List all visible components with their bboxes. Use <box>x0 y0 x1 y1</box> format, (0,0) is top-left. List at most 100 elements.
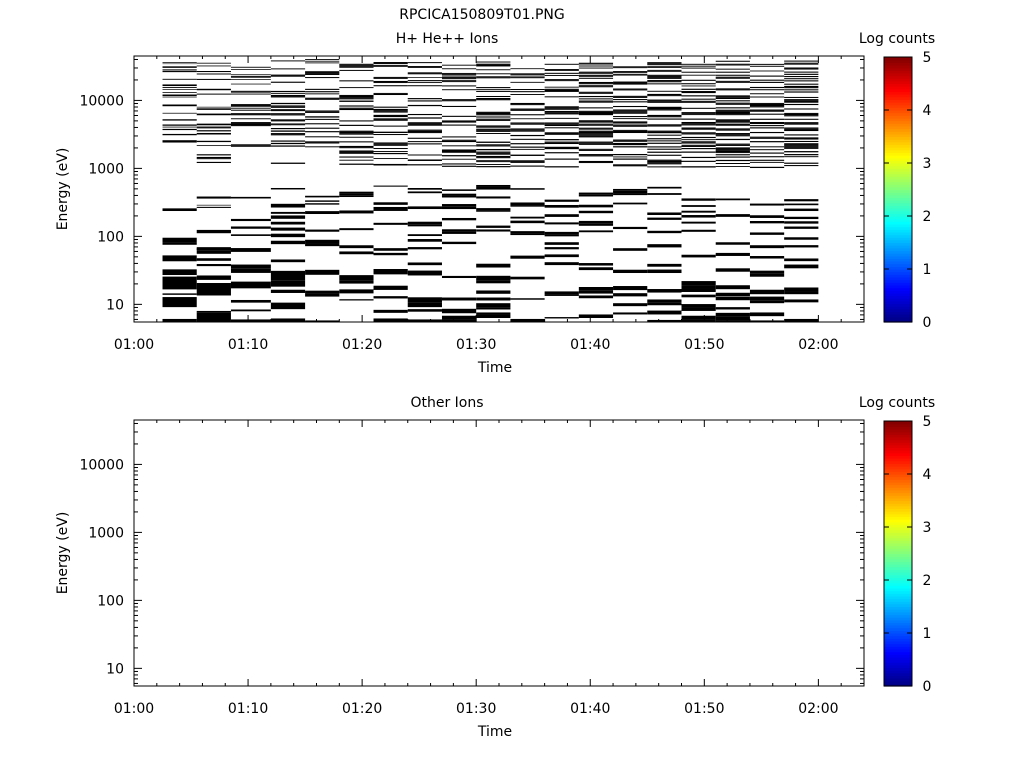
heatmap-cell <box>613 99 648 101</box>
heatmap-cell <box>510 161 545 163</box>
heatmap-cell <box>476 73 511 75</box>
heatmap-cell <box>749 256 785 259</box>
colorbar-swatch <box>884 545 912 549</box>
colorbar-swatch <box>884 147 912 151</box>
heatmap-cell <box>578 62 614 64</box>
heatmap-cell <box>578 142 614 144</box>
heatmap-cell <box>715 159 750 162</box>
heatmap-cell <box>749 161 785 163</box>
heatmap-cell <box>715 89 750 91</box>
heatmap-cell <box>476 290 511 294</box>
colorbar-swatch <box>884 70 912 74</box>
heatmap-cell <box>162 78 197 80</box>
heatmap-cell <box>544 262 579 266</box>
colorbar-swatch <box>884 123 912 127</box>
heatmap-cell <box>407 124 442 126</box>
heatmap-cell <box>681 144 716 146</box>
heatmap-cell <box>441 100 477 102</box>
heatmap-cell <box>681 88 716 90</box>
heatmap-cell <box>715 114 750 116</box>
heatmap-cell <box>476 196 511 199</box>
heatmap-cell <box>476 157 511 159</box>
colorbar-swatch <box>884 516 912 520</box>
heatmap-cell <box>544 142 579 145</box>
colorbar-swatch <box>884 176 912 180</box>
heatmap-cell <box>339 145 374 148</box>
heatmap-cell <box>578 155 614 157</box>
heatmap-cell <box>647 83 682 85</box>
heatmap-cell <box>715 296 750 301</box>
heatmap-cell <box>407 113 442 116</box>
heatmap-cell <box>647 107 682 110</box>
colorbar-swatch <box>884 598 912 602</box>
colorbar-swatch <box>884 550 912 555</box>
heatmap-cell <box>715 121 750 123</box>
heatmap-cell <box>784 137 819 139</box>
heatmap-cell <box>613 74 648 76</box>
heatmap-cell <box>407 104 442 107</box>
colorbar-tick-label: 1 <box>923 626 932 642</box>
heatmap-cell <box>647 299 682 303</box>
heatmap-cell <box>544 146 579 148</box>
heatmap-cell <box>544 86 579 88</box>
heatmap-cell <box>784 145 819 147</box>
heatmap-cell <box>373 296 408 299</box>
heatmap-cell <box>784 237 819 240</box>
colorbar-swatch <box>884 205 912 209</box>
colorbar-swatch <box>884 276 912 281</box>
heatmap-cell <box>613 101 648 103</box>
heatmap-cell <box>339 245 374 249</box>
y-tick-label: 10000 <box>79 93 124 109</box>
heatmap-cell <box>578 92 614 94</box>
colorbar-swatch <box>884 460 912 464</box>
heatmap-cell <box>407 309 442 312</box>
heatmap-cell <box>407 188 442 190</box>
heatmap-cell <box>476 187 511 190</box>
heatmap-cell <box>373 158 408 160</box>
colorbar-swatch <box>884 466 912 470</box>
heatmap-cell <box>476 88 511 90</box>
heatmap-cell <box>544 63 579 65</box>
colorbar-swatch <box>884 157 912 161</box>
colorbar-tick-label: 2 <box>923 209 932 225</box>
heatmap-cell <box>544 96 579 98</box>
heatmap-cell <box>681 95 716 97</box>
heatmap-cell <box>749 125 785 127</box>
heatmap-cell <box>784 199 819 202</box>
heatmap-cell <box>681 112 716 114</box>
heatmap-cell <box>681 67 716 69</box>
heatmap-cell <box>715 320 750 322</box>
heatmap-cell <box>647 138 682 140</box>
heatmap-cell <box>681 156 716 159</box>
colorbar-swatch <box>884 683 912 687</box>
heatmap-cell <box>749 221 785 224</box>
heatmap-cell <box>784 100 819 102</box>
heatmap-cell <box>647 263 682 267</box>
heatmap-cell <box>441 150 477 152</box>
colorbar-swatch <box>884 627 912 631</box>
heatmap-cell <box>476 208 511 211</box>
colorbar-swatch <box>884 178 912 183</box>
heatmap-cell <box>196 250 231 254</box>
heatmap-cell <box>441 81 477 83</box>
heatmap-cell <box>373 82 408 84</box>
heatmap-cell <box>196 123 231 126</box>
heatmap-cell <box>339 87 374 89</box>
heatmap-cell <box>305 142 340 144</box>
heatmap-cell <box>230 93 271 95</box>
heatmap-cell <box>339 95 374 98</box>
heatmap-cell <box>715 316 750 321</box>
heatmap-cell <box>305 131 340 133</box>
heatmap-cell <box>373 151 408 153</box>
heatmap-cell <box>544 112 579 114</box>
heatmap-cell <box>784 318 819 322</box>
heatmap-cell <box>647 70 682 72</box>
heatmap-cell <box>196 145 231 147</box>
heatmap-cell <box>578 143 614 145</box>
heatmap-cell <box>196 108 231 110</box>
colorbar-swatch <box>884 165 912 169</box>
heatmap-cell <box>715 76 750 78</box>
colorbar-swatch <box>884 500 912 504</box>
heatmap-cell <box>441 80 477 82</box>
heatmap-cell <box>270 113 306 115</box>
